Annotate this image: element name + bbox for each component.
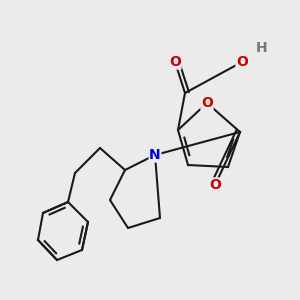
Text: N: N: [149, 148, 161, 162]
Text: O: O: [236, 55, 248, 69]
Text: O: O: [169, 55, 181, 69]
Text: O: O: [209, 178, 221, 192]
Text: O: O: [201, 96, 213, 110]
Text: H: H: [256, 41, 268, 55]
